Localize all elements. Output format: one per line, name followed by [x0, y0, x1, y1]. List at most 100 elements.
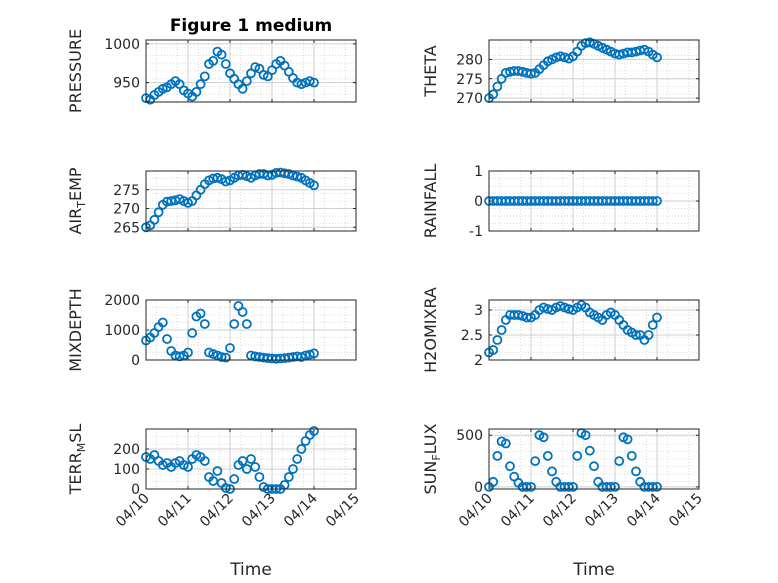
y-axis-label: PRESSURE [66, 29, 85, 113]
data-point [572, 450, 583, 461]
data-point [614, 456, 625, 467]
y-tick-label: 950 [113, 76, 140, 92]
data-point [183, 462, 193, 472]
data-point [187, 328, 198, 338]
x-tick-label: 04/15 [323, 491, 363, 531]
data-point [626, 450, 637, 461]
data-point [283, 472, 294, 482]
data-point [647, 196, 658, 206]
x-tick-label: 04/13 [239, 491, 279, 531]
data-point [183, 347, 193, 358]
y-tick-label: 0 [474, 194, 483, 210]
y-tick-label: 1000 [104, 323, 140, 339]
data-point [229, 319, 240, 329]
x-tick-label: 04/10 [456, 491, 496, 531]
axes-frame [145, 428, 357, 490]
data-point [216, 352, 227, 362]
data-point [580, 430, 591, 441]
data-point [250, 462, 261, 472]
data-point [229, 474, 240, 484]
y-tick-label: 0 [474, 480, 483, 496]
data-point [542, 450, 553, 461]
data-point [212, 172, 223, 183]
data-point [149, 214, 160, 225]
data-point [652, 312, 662, 323]
data-point [513, 310, 524, 320]
x-tick-label: 04/14 [624, 490, 664, 530]
data-point [652, 481, 662, 492]
data-point [216, 49, 227, 60]
data-point [296, 444, 307, 454]
data-point [521, 312, 532, 323]
subplot-rainfall: -1 0 1 RAINFALL [421, 164, 700, 240]
data-point [246, 454, 256, 464]
y-tick-label: 270 [113, 202, 140, 218]
x-axis-label-left: Time [229, 560, 272, 580]
data-point [237, 83, 248, 94]
data-point [241, 76, 252, 86]
x-tick-label: 04/12 [197, 491, 237, 531]
y-axis-label: H2OMIXRA [421, 287, 440, 373]
data-point [496, 325, 507, 335]
y-axis-label: AIRTEMP [66, 167, 88, 234]
data-point [610, 481, 620, 492]
y-tick-label: 0 [131, 353, 140, 369]
y-tick-label: 0 [131, 482, 140, 498]
data-point [584, 445, 595, 456]
y-tick-label: 280 [456, 52, 483, 68]
y-tick-label: 1 [474, 164, 483, 180]
data-point [208, 56, 219, 66]
data-point [191, 87, 202, 97]
x-tick-label: 04/12 [540, 491, 580, 531]
data-point [526, 68, 536, 79]
x-axis-label-right: Time [572, 560, 615, 580]
y-tick-label: 275 [456, 72, 483, 88]
data-point [652, 196, 662, 206]
y-tick-label: 265 [113, 220, 140, 236]
y-tick-label: 100 [113, 462, 140, 478]
data-point [288, 464, 298, 474]
data-point [279, 168, 290, 179]
y-tick-label: 2 [474, 353, 483, 369]
data-point [492, 335, 503, 345]
data-point [309, 77, 319, 88]
y-axis-label: MIXDEPTH [66, 288, 85, 371]
data-point [220, 59, 231, 69]
y-tick-label: 1000 [104, 37, 140, 53]
x-tick-label: 04/15 [666, 491, 706, 531]
data-point [220, 176, 231, 187]
data-point [292, 454, 303, 464]
subplot-mixdepth: 0 1000 2000 MIXDEPTH [66, 288, 357, 372]
y-tick-label: 200 [113, 442, 140, 458]
y-tick-label: -1 [469, 224, 483, 240]
subplot-theta: 270 275 280 THETA [421, 37, 700, 107]
data-point [309, 180, 319, 191]
x-tick-label: 04/13 [582, 491, 622, 531]
data-point [547, 466, 557, 477]
y-axis-label: TERRMSL [66, 424, 88, 496]
subplot-sun-flux: 0 500 04/10 04/11 04/12 04/13 04/14 04/15 SUNFLU… [421, 423, 706, 530]
data-point [568, 481, 578, 492]
axes-frame [145, 170, 357, 232]
data-point [241, 319, 252, 329]
axes-frame [488, 39, 700, 103]
subplot-air-temp: 265 270 275 AIRTEMP [66, 167, 357, 236]
data-point [304, 349, 315, 360]
y-tick-label: 3 [474, 303, 483, 319]
subplot-pressure: 950 1000 PRESSURE [66, 29, 357, 113]
data-point [614, 49, 625, 60]
axes-frame [488, 428, 700, 490]
data-point [526, 481, 536, 492]
x-tick-label: 04/11 [498, 491, 538, 531]
y-tick-label: 500 [456, 428, 483, 444]
data-point [254, 472, 265, 482]
data-point [631, 330, 641, 340]
data-point [555, 51, 566, 62]
data-point [652, 52, 662, 63]
data-point [589, 461, 599, 472]
data-point [500, 438, 511, 449]
data-point [631, 466, 641, 477]
subplot-h2omixra: 2 2.5 3 H2OMIXRA [421, 287, 700, 373]
